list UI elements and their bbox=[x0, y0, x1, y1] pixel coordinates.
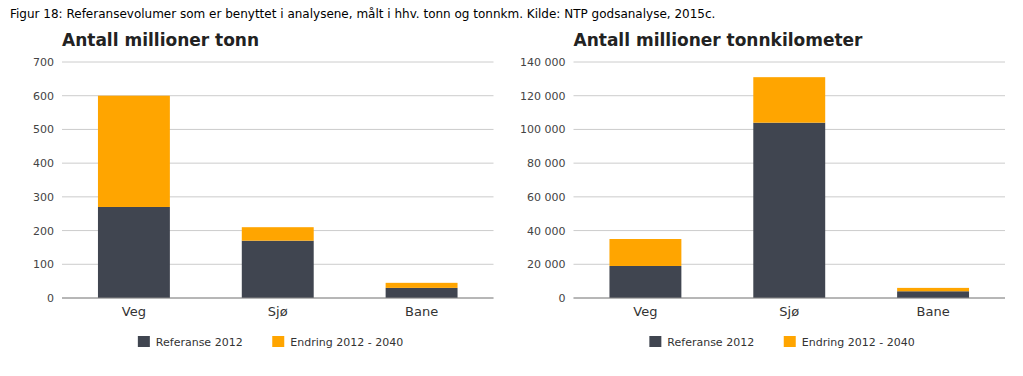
y-tick-label: 400 bbox=[33, 157, 54, 170]
panel: Antall millioner tonnkilometer 0 20 000 40 … bbox=[520, 30, 1005, 349]
y-tick-label: 500 bbox=[33, 123, 54, 136]
bar-segment bbox=[98, 96, 170, 207]
y-tick-label: 0 bbox=[559, 292, 566, 305]
y-tick-label: 80 000 bbox=[527, 157, 566, 170]
bars bbox=[98, 96, 458, 298]
bar-segment bbox=[386, 283, 458, 288]
y-tick-label: 40 000 bbox=[527, 225, 566, 238]
bar-segment bbox=[242, 241, 314, 298]
y-tick-label: 100 bbox=[33, 258, 54, 271]
legend-swatch bbox=[649, 336, 661, 347]
figure: Figur 18: Referansevolumer som er benytt… bbox=[0, 0, 1023, 376]
x-tick-label: Sjø bbox=[268, 304, 288, 319]
y-tick-label: 60 000 bbox=[527, 191, 566, 204]
bar-segment bbox=[98, 207, 170, 298]
y-tick-label: 100 000 bbox=[520, 123, 566, 136]
y-tick-label: 120 000 bbox=[520, 90, 566, 103]
legend-label: Endring 2012 - 2040 bbox=[290, 336, 403, 349]
bar-segment bbox=[753, 77, 825, 123]
y-tick-label: 0 bbox=[47, 292, 54, 305]
bars bbox=[609, 77, 969, 298]
bar-segment bbox=[386, 288, 458, 298]
y-tick-label: 600 bbox=[33, 90, 54, 103]
panel: Antall millioner tonn 0 100 200 300 400 500 600… bbox=[33, 30, 494, 349]
bar-segment bbox=[609, 266, 681, 298]
y-tick-label: 300 bbox=[33, 191, 54, 204]
y-tick-label: 20 000 bbox=[527, 258, 566, 271]
y-tick-label: 700 bbox=[33, 56, 54, 69]
chart-title: Antall millioner tonnkilometer bbox=[574, 30, 864, 50]
legend-swatch bbox=[784, 336, 796, 347]
bar-segment bbox=[897, 288, 969, 291]
figure-title: Figur 18: Referansevolumer som er benytt… bbox=[10, 7, 715, 21]
grid-line bbox=[62, 298, 494, 299]
legend-label: Referanse 2012 bbox=[156, 336, 243, 349]
legend-swatch bbox=[272, 336, 284, 347]
bar-segment bbox=[897, 291, 969, 298]
legend: Referanse 2012 Endring 2012 - 2040 bbox=[138, 336, 403, 349]
y-tick-label: 200 bbox=[33, 225, 54, 238]
legend-label: Endring 2012 - 2040 bbox=[802, 336, 915, 349]
legend-label: Referanse 2012 bbox=[667, 336, 754, 349]
bar-segment bbox=[753, 123, 825, 298]
x-tick-label: Bane bbox=[917, 304, 950, 319]
chart-title: Antall millioner tonn bbox=[62, 30, 259, 50]
grid-line bbox=[574, 62, 1006, 63]
bar-segment bbox=[609, 239, 681, 266]
x-axis-line bbox=[574, 298, 1006, 299]
x-axis-line bbox=[62, 298, 494, 299]
x-tick-label: Bane bbox=[405, 304, 438, 319]
bar-segment bbox=[242, 227, 314, 240]
x-tick-label: Sjø bbox=[779, 304, 799, 319]
x-tick-label: Veg bbox=[633, 304, 657, 319]
legend-swatch bbox=[138, 336, 150, 347]
grid-line bbox=[62, 62, 494, 63]
legend: Referanse 2012 Endring 2012 - 2040 bbox=[649, 336, 914, 349]
x-tick-label: Veg bbox=[122, 304, 146, 319]
y-tick-label: 140 000 bbox=[520, 56, 566, 69]
grid-line bbox=[574, 298, 1006, 299]
